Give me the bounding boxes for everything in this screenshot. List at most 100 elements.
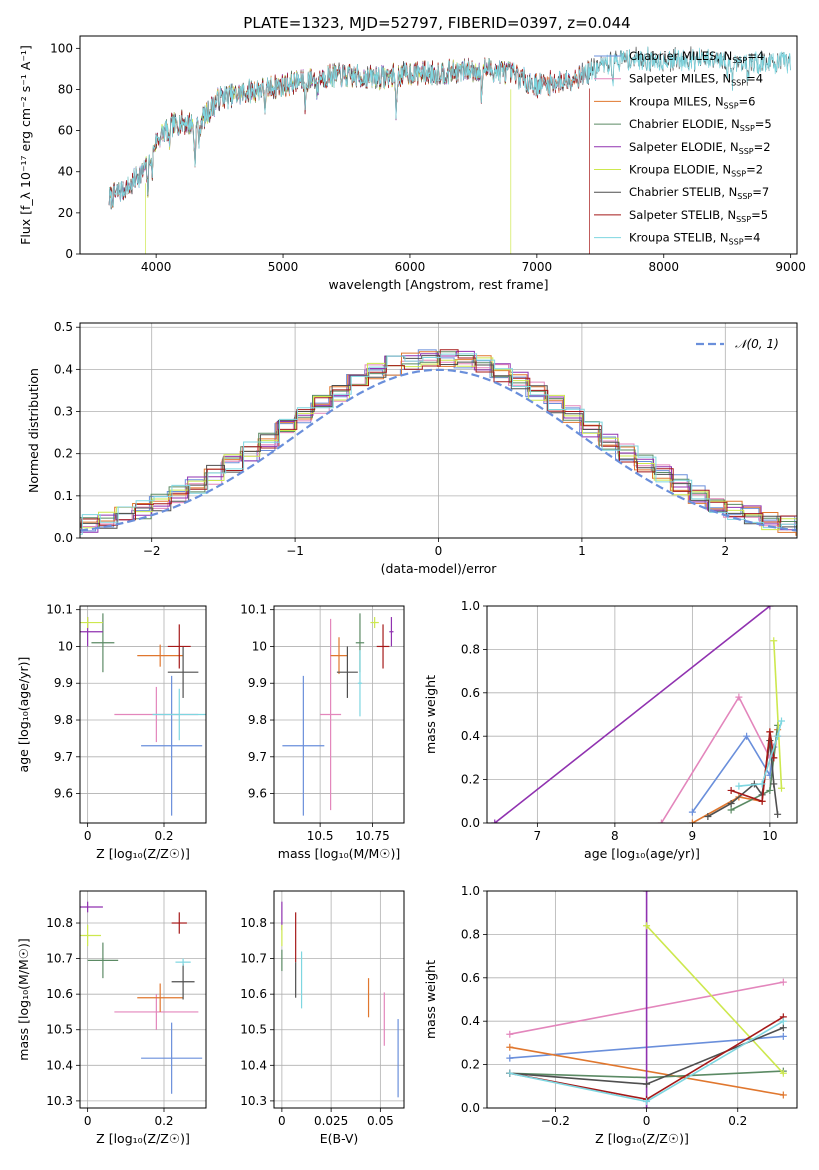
weight-marker — [770, 780, 778, 788]
weight-marker — [704, 812, 712, 820]
weight-marker — [774, 732, 782, 740]
errorbar-point — [114, 994, 199, 1030]
weight-marker — [643, 1104, 651, 1108]
weight-marker — [743, 732, 751, 740]
weight-marker — [778, 717, 785, 725]
y-axis-label: mass weight — [423, 960, 438, 1039]
y-tick-label: 0.4 — [54, 362, 73, 376]
y-tick-label: 0.2 — [461, 773, 480, 787]
x-tick-label: 5000 — [268, 260, 299, 274]
x-tick-label: 7 — [534, 829, 542, 843]
histogram-chabrier-stelib — [80, 355, 797, 529]
x-tick-label: 0.2 — [154, 829, 173, 843]
errorbar-point — [80, 901, 103, 913]
y-tick-label: 10.8 — [240, 916, 267, 930]
weight-marker — [779, 978, 787, 986]
weight_vs_Z-frame: −0.2 0 0.2 0.0 0.2 0.4 0.6 0.8 1.0 Z [log₁₀(Z/Z☉)… — [423, 884, 798, 1146]
weight-marker — [643, 1097, 651, 1105]
x-tick-label: −2 — [143, 544, 161, 558]
errorbar-point — [141, 675, 203, 816]
legend-entry: Chabrier MILES, NSSP=4 — [629, 49, 764, 65]
weight-marker — [506, 1069, 514, 1077]
weight-marker — [779, 1024, 787, 1032]
x-tick-label: 0.2 — [728, 1114, 747, 1128]
weight-marker — [778, 784, 785, 792]
y-tick-label: 0.2 — [54, 447, 73, 461]
weight-marker — [735, 782, 743, 790]
errorbar-point — [167, 646, 199, 698]
histogram-salpeter-stelib — [80, 349, 797, 532]
y-tick-label: 10.6 — [46, 987, 73, 1001]
weight-marker — [779, 1091, 787, 1099]
errorbar-point — [282, 675, 325, 816]
histogram-kroupa-stelib — [80, 353, 797, 535]
errorbar-point — [376, 624, 390, 669]
y-tick-label: 10.7 — [46, 952, 73, 966]
y-tick-label: 9.9 — [54, 676, 73, 690]
y-tick-label: 40 — [58, 165, 73, 179]
weight-marker — [727, 806, 735, 814]
weight-marker — [643, 891, 651, 895]
figure-title: PLATE=1323, MJD=52797, FIBERID=0397, z=0… — [243, 14, 630, 32]
y-tick-label: 10 — [252, 639, 267, 653]
y-tick-label: 10.4 — [240, 1058, 267, 1072]
weight-marker — [727, 799, 735, 807]
plot-frame — [79, 890, 207, 1109]
mass_vs_EBV-frame: 0 0.025 0.05 10.3 10.4 10.5 10.6 10.7 10.8 E(B-V) — [240, 890, 405, 1146]
errorbar-point — [167, 624, 191, 669]
weight-line-kroupa-stelib — [738, 720, 783, 787]
x-tick-label: 0 — [84, 829, 92, 843]
y-axis-label: mass weight — [423, 675, 438, 754]
x-axis-label: mass [log₁₀(M/M☉)] — [278, 846, 400, 861]
weight-marker — [766, 728, 774, 736]
y-tick-label: 0.5 — [54, 320, 73, 334]
errorbar-point — [152, 688, 206, 741]
weight-marker — [779, 1032, 787, 1040]
x-axis-label: Z [log₁₀(Z/Z☉)] — [96, 846, 190, 861]
x-tick-label: 0.05 — [367, 1114, 394, 1128]
y-tick-label: 9.7 — [248, 750, 267, 764]
y-tick-label: 10.8 — [46, 916, 73, 930]
x-axis-label: (data-model)/error — [381, 561, 498, 576]
y-tick-label: 10.5 — [46, 1023, 73, 1037]
y-tick-label: 60 — [58, 124, 73, 138]
y-tick-label: 0.0 — [461, 1101, 480, 1115]
weight-marker — [657, 819, 665, 823]
weight-marker — [506, 1030, 514, 1038]
weight-marker — [766, 606, 774, 610]
x-tick-label: 7000 — [522, 260, 553, 274]
weight_vs_age-frame: 7 8 9 10 0.0 0.2 0.4 0.6 0.8 1.0 age [log₁₀(age/yr… — [423, 599, 798, 861]
legend-entry: Salpeter STELIB, NSSP=5 — [629, 208, 768, 224]
plot-frame — [486, 605, 798, 824]
histogram-kroupa-miles — [80, 351, 797, 536]
errorbar-point — [330, 637, 348, 675]
normal-curve — [80, 368, 797, 532]
legend-entry: 𝒩(0, 1) — [735, 337, 779, 351]
y-tick-label: 10.3 — [46, 1094, 73, 1108]
x-tick-label: 10.75 — [355, 829, 389, 843]
legend-entry: Kroupa STELIB, NSSP=4 — [629, 231, 760, 247]
weight-line-salpeter-stelib — [730, 731, 775, 803]
x-tick-label: 9000 — [775, 260, 806, 274]
weight-marker — [643, 922, 651, 930]
legend-entry: Kroupa MILES, NSSP=6 — [629, 94, 755, 110]
spectrum-series-kroupa-elodie — [143, 58, 512, 254]
y-tick-label: 0.4 — [461, 729, 480, 743]
y-tick-label: 10.7 — [240, 952, 267, 966]
histogram-salpeter-elodie — [80, 350, 797, 533]
y-tick-label: 1.0 — [461, 599, 480, 613]
mass_vs_Z-frame: 0 0.2 10.3 10.4 10.5 10.6 10.7 10.8 Z [log₁₀(Z/Z… — [16, 890, 207, 1146]
y-tick-label: 0.0 — [54, 531, 73, 545]
y-axis-label: Flux [f_λ 10⁻¹⁷ erg cm⁻² s⁻¹ A⁻¹] — [18, 45, 33, 245]
errorbar-point — [370, 617, 379, 629]
errorbar-point — [357, 650, 363, 717]
y-tick-label: 10.1 — [240, 603, 267, 617]
x-tick-label: 10 — [762, 829, 777, 843]
y-tick-label: 0.8 — [461, 927, 480, 941]
x-tick-label: 10.5 — [307, 829, 334, 843]
y-tick-label: 0.6 — [461, 686, 480, 700]
y-tick-label: 10.3 — [240, 1094, 267, 1108]
x-tick-label: −1 — [286, 544, 304, 558]
errorbar-point — [175, 958, 191, 966]
weight-marker — [688, 808, 696, 816]
